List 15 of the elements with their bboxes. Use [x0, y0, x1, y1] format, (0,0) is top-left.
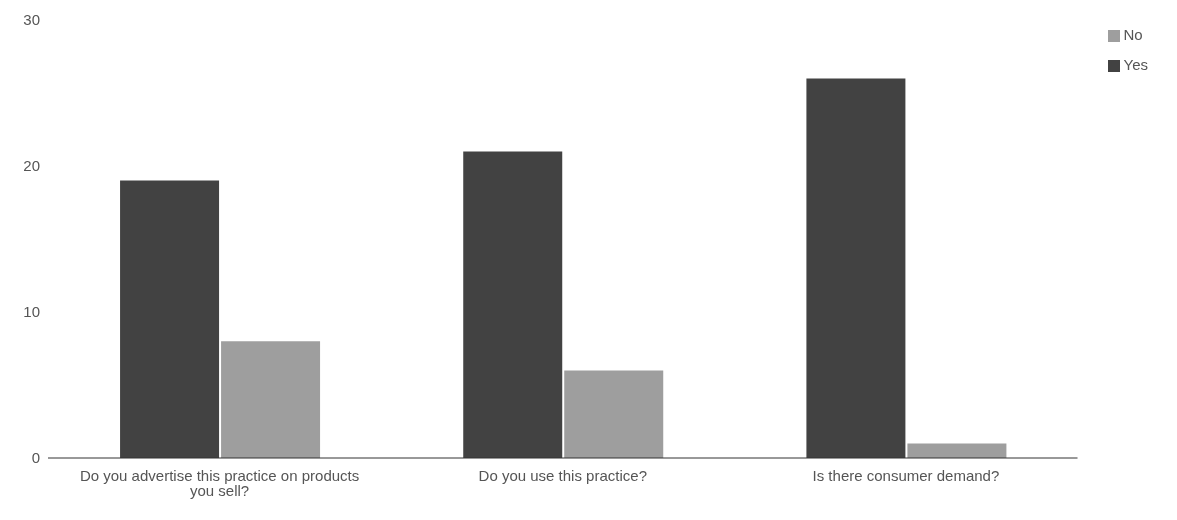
bar [806, 78, 906, 458]
bar [221, 341, 321, 458]
x-tick-label: Do you use this practice? [478, 466, 647, 484]
bar [907, 443, 1007, 458]
y-tick-label: 0 [31, 449, 40, 467]
x-tick-label: Is there consumer demand? [812, 466, 1000, 484]
legend-label: No [1123, 26, 1143, 43]
x-tick-label: Do you advertise this practice on products you sell? [79, 466, 360, 499]
bar [120, 180, 220, 458]
y-tick-label: 20 [23, 157, 40, 175]
y-tick-label: 10 [23, 303, 40, 321]
legend-label: Yes [1123, 56, 1148, 73]
bar [564, 370, 664, 458]
y-tick-label: 30 [23, 11, 40, 29]
bar [463, 151, 563, 458]
